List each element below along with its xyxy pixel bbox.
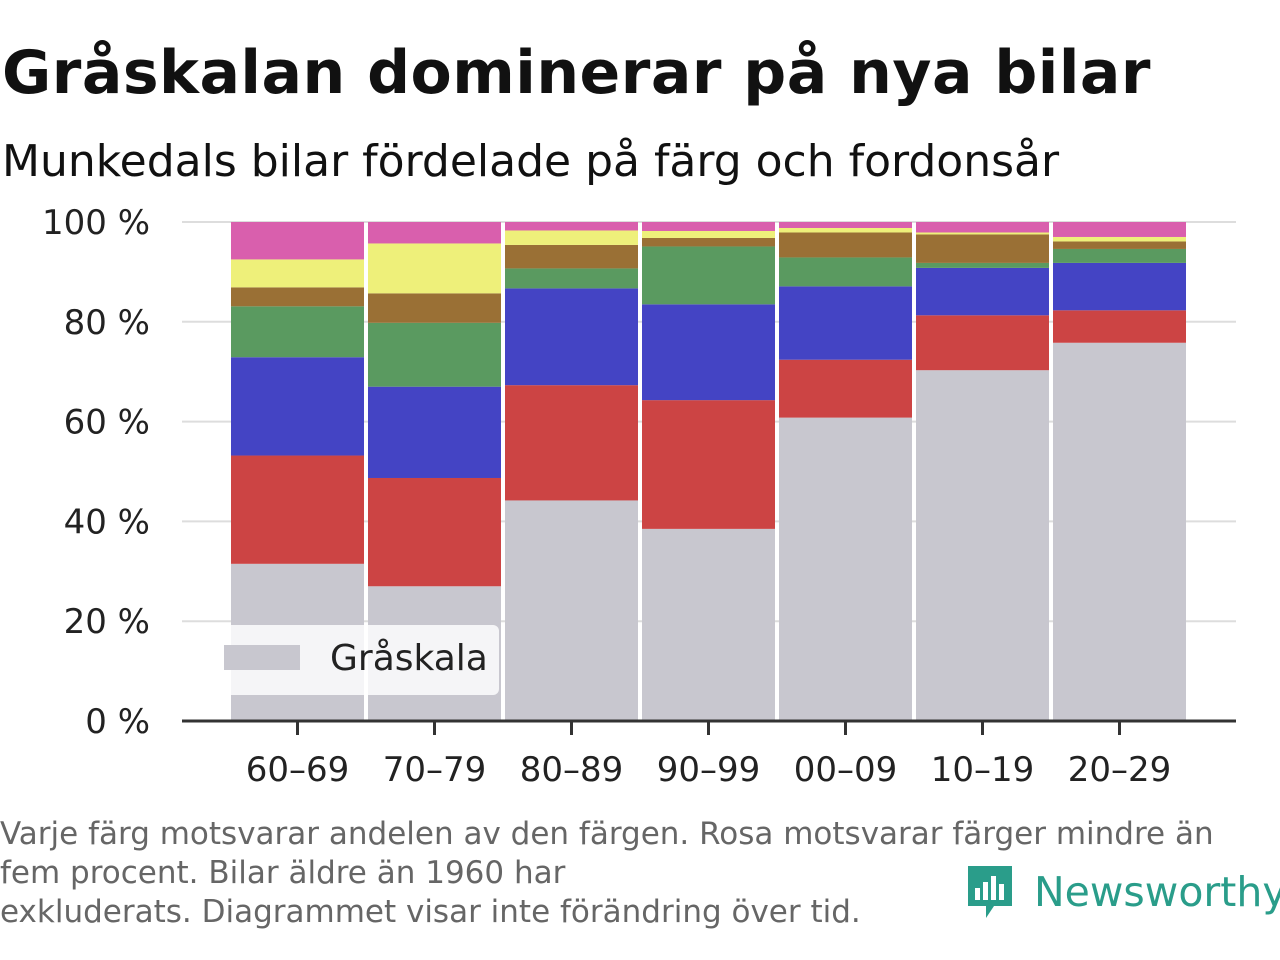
x-axis: 60–69 70–79 80–89 90–99 00–09 10–19 20–29 — [182, 719, 1236, 790]
bar-segment — [368, 322, 501, 387]
x-tick-label: 00–09 — [794, 750, 898, 790]
bar-segment — [779, 227, 912, 233]
y-tick-label: 60 % — [64, 403, 150, 443]
bar-segment — [231, 222, 364, 260]
bar-segment — [368, 243, 501, 294]
y-tick-label: 40 % — [64, 502, 150, 542]
legend-swatch — [224, 645, 300, 670]
footnote-line: Varje färg motsvarar andelen av den färg… — [0, 816, 1214, 852]
bar-segment — [779, 286, 912, 360]
bar-segment — [916, 234, 1049, 263]
bar-segment — [642, 528, 775, 721]
y-axis: 0 % 20 % 40 % 60 % 80 % 100 % — [42, 203, 150, 742]
bar-segment — [505, 268, 638, 289]
brand-name: Newsworthy — [1034, 868, 1280, 916]
bar-segment — [368, 477, 501, 587]
bar-segment — [642, 222, 775, 231]
bar-segment — [231, 357, 364, 456]
x-tick-label: 70–79 — [383, 750, 487, 790]
bar-segment — [505, 230, 638, 245]
footnote-line: fem procent. Bilar äldre än 1960 har — [0, 855, 566, 891]
bar-segment — [1053, 248, 1186, 263]
y-tick-label: 100 % — [42, 203, 150, 243]
bar-segment — [1053, 222, 1186, 237]
bar-segment — [779, 232, 912, 258]
bar-segment — [231, 455, 364, 564]
bar-segment — [231, 306, 364, 358]
bar-segment — [779, 359, 912, 418]
x-tick-label: 90–99 — [657, 750, 761, 790]
chart-title: Gråskalan dominerar på nya bilar — [2, 38, 1151, 108]
bar-segment — [642, 230, 775, 238]
chart-subtitle: Munkedals bilar fördelade på färg och fo… — [2, 136, 1060, 187]
x-tick-label: 10–19 — [931, 750, 1035, 790]
bar-segment — [642, 304, 775, 401]
x-tick-label: 60–69 — [246, 750, 350, 790]
bar-segment — [642, 400, 775, 529]
bar-segment — [1053, 310, 1186, 343]
y-tick-label: 20 % — [64, 602, 150, 642]
bar-segment — [368, 293, 501, 323]
bar-segment — [916, 222, 1049, 233]
bar-segment — [1053, 241, 1186, 249]
legend-label: Gråskala — [330, 638, 488, 679]
bar-segment — [231, 287, 364, 307]
bar-segment — [916, 370, 1049, 721]
bar-segment — [1053, 262, 1186, 311]
footnote: Varje färg motsvarar andelen av den färg… — [0, 815, 1270, 932]
bar-segment — [916, 315, 1049, 371]
bar-segment — [505, 244, 638, 269]
legend: Gråskala — [211, 625, 499, 695]
legend-box — [211, 625, 499, 695]
stacked-bar-chart: 0 % 20 % 40 % 60 % 80 % 100 % 60–69 70–79 80–89… — [42, 203, 1236, 790]
bar-segment — [505, 288, 638, 386]
bar-segment — [916, 262, 1049, 268]
x-tick-label: 80–89 — [520, 750, 624, 790]
newsworthy-logo: Newsworthy — [964, 862, 1280, 922]
bar-segment — [916, 267, 1049, 316]
bar-segment — [368, 386, 501, 478]
bar-segment — [1053, 342, 1186, 721]
x-tick-label: 20–29 — [1068, 750, 1172, 790]
bar-segment — [642, 246, 775, 305]
bar-segment — [505, 222, 638, 231]
bar-segment — [1053, 236, 1186, 242]
footnote-line: exkluderats. Diagrammet visar inte förän… — [0, 894, 861, 930]
y-tick-label: 0 % — [85, 702, 150, 742]
bar-segment — [368, 222, 501, 244]
bar-segment — [642, 237, 775, 247]
bar-segment — [916, 232, 1049, 235]
bar-segment — [505, 385, 638, 501]
bar-segment — [505, 500, 638, 721]
newsworthy-logo-icon — [968, 866, 1012, 918]
bar-segment — [779, 257, 912, 287]
bar-segment — [779, 417, 912, 721]
bar-segment — [231, 259, 364, 288]
y-tick-label: 80 % — [64, 303, 150, 343]
bar-segment — [779, 222, 912, 228]
